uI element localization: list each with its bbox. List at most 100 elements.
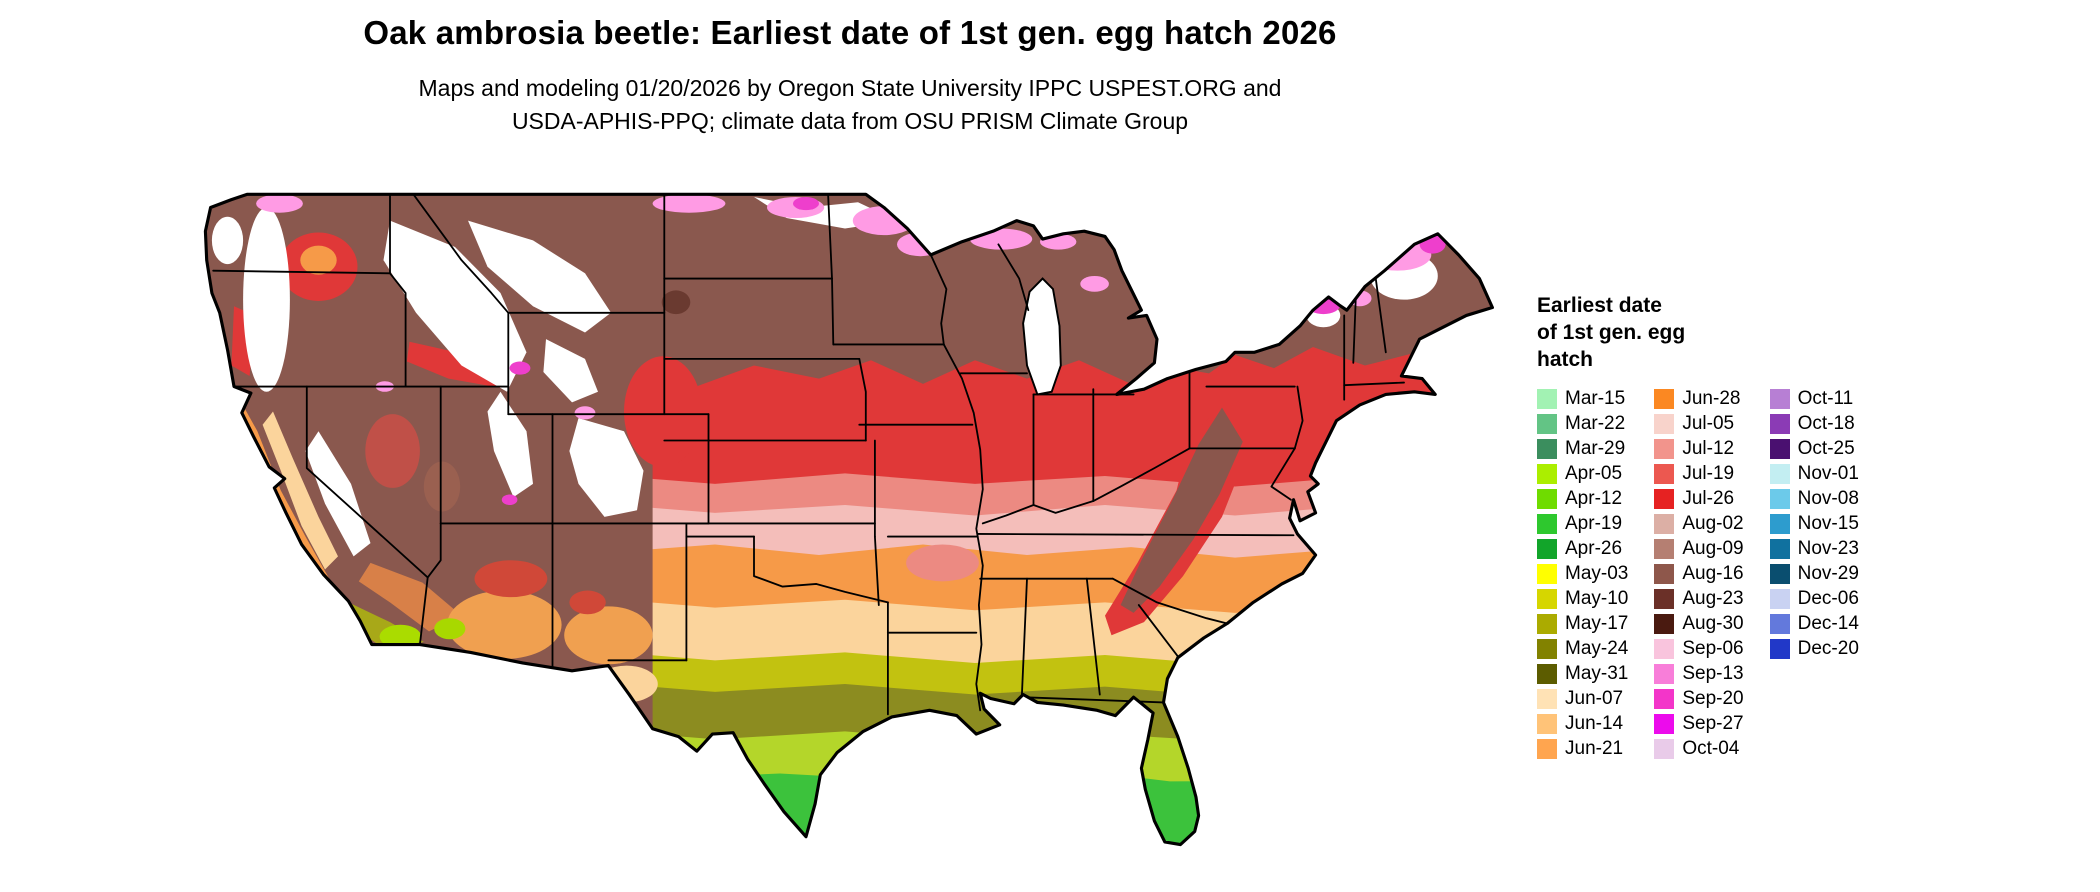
nevada-patch-1: [365, 414, 420, 488]
legend-column: Mar-15 Mar-22 Mar-29 Apr-05 Apr-12 Apr-19 Apr-…: [1537, 386, 1628, 761]
legend-row: Jul-19: [1654, 461, 1743, 486]
us-outline: [203, 192, 1494, 847]
map-fill-layers: [205, 194, 1493, 845]
legend-row: Dec-06: [1769, 586, 1859, 611]
legend-swatch: [1537, 388, 1557, 409]
legend-label: Aug-23: [1682, 587, 1744, 609]
legend-swatch: [1654, 413, 1675, 434]
legend-row: Oct-25: [1769, 436, 1859, 461]
legend-swatch: [1654, 563, 1675, 584]
legend-row: Aug-16: [1654, 561, 1744, 586]
legend-row: Sep-06: [1654, 636, 1744, 661]
legend-swatch: [1537, 688, 1557, 709]
subtitle-line-1: Maps and modeling 01/20/2026 by Oregon S…: [418, 75, 1282, 101]
legend-label: Nov-01: [1797, 462, 1859, 484]
legend-swatch: [1654, 513, 1675, 534]
legend-row: Mar-15: [1537, 386, 1628, 411]
legend-label: Mar-22: [1565, 412, 1626, 434]
legend-row: May-03: [1537, 561, 1628, 586]
band-apr-green: [205, 770, 1493, 845]
legend-row: Oct-11: [1769, 386, 1859, 411]
legend-row: Sep-20: [1654, 686, 1744, 711]
page-title: Oak ambrosia beetle: Earliest date of 1s…: [363, 14, 1337, 51]
legend-label: Oct-18: [1797, 412, 1855, 434]
legend-label: May-03: [1565, 562, 1629, 584]
legend-label: Apr-12: [1565, 487, 1623, 509]
legend-swatch: [1769, 513, 1790, 534]
legend-swatch: [1769, 388, 1790, 409]
legend-swatch: [1654, 613, 1675, 634]
legend-row: May-10: [1537, 586, 1628, 611]
legend-label: Sep-13: [1682, 662, 1744, 684]
map-legend: Earliest date of 1st gen. egg hatch Mar-…: [1537, 292, 2077, 761]
legend-label: Nov-08: [1797, 487, 1859, 509]
legend-label: Sep-27: [1682, 712, 1744, 734]
elpaso-tan: [595, 665, 658, 703]
legend-label: Oct-25: [1797, 437, 1855, 459]
legend-label: May-10: [1565, 587, 1629, 609]
legend-label: Jul-12: [1682, 437, 1735, 459]
legend-row: Aug-09: [1654, 536, 1744, 561]
legend-row: May-17: [1537, 611, 1628, 636]
legend-label: Aug-30: [1682, 612, 1744, 634]
legend-swatch: [1537, 488, 1557, 509]
legend-row: Jun-21: [1537, 736, 1628, 761]
legend-swatch: [1654, 438, 1675, 459]
map-header: Oak ambrosia beetle: Earliest date of 1s…: [0, 14, 1700, 138]
legend-swatch: [1654, 738, 1675, 759]
legend-label: May-24: [1565, 637, 1629, 659]
legend-label: Jun-21: [1565, 737, 1624, 759]
subtitle-line-2: USDA-APHIS-PPQ; climate data from OSU PR…: [511, 108, 1189, 134]
legend-row: Jul-26: [1654, 486, 1743, 511]
black-hills-dark: [661, 290, 691, 315]
legend-swatch: [1537, 663, 1557, 684]
appalachian-brown: [1120, 407, 1243, 613]
ozark-patch: [906, 544, 979, 582]
legend-row: Aug-23: [1654, 586, 1744, 611]
legend-row: Apr-05: [1537, 461, 1628, 486]
legend-label: Dec-14: [1797, 612, 1859, 634]
legend-row: Aug-30: [1654, 611, 1744, 636]
legend-column: Oct-11 Oct-18 Oct-25 Nov-01 Nov-08 Nov-15 Nov-…: [1769, 386, 1859, 761]
s-arizona-orange: [447, 590, 562, 660]
legend-row: Nov-01: [1769, 461, 1859, 486]
legend-swatch: [1769, 638, 1790, 659]
legend-swatch: [1537, 613, 1557, 634]
columbia-basin-orange: [300, 245, 337, 275]
legend-row: Dec-14: [1769, 611, 1859, 636]
legend-swatch: [1537, 713, 1557, 734]
legend-swatch: [1654, 588, 1675, 609]
legend-swatch: [1537, 738, 1557, 759]
legend-swatch: [1537, 438, 1557, 459]
legend-row: Nov-15: [1769, 511, 1859, 536]
legend-swatch: [1769, 588, 1790, 609]
legend-swatch: [1537, 588, 1557, 609]
legend-row: Nov-23: [1769, 536, 1859, 561]
legend-swatch: [1769, 538, 1790, 559]
legend-row: Jun-28: [1654, 386, 1743, 411]
legend-label: Sep-06: [1682, 637, 1744, 659]
state-borders: [212, 194, 1405, 716]
legend-swatch: [1537, 638, 1557, 659]
legend-title-line-3: hatch: [1537, 348, 1594, 371]
legend-row: Sep-13: [1654, 661, 1744, 686]
band-may-darkyellow: [205, 647, 1493, 845]
legend-label: Jun-28: [1682, 387, 1741, 409]
legend-label: Jun-07: [1565, 687, 1624, 709]
lake-michigan: [1022, 277, 1062, 396]
legend-swatch: [1537, 463, 1557, 484]
legend-row: Aug-02: [1654, 511, 1744, 536]
legend-column: Jun-28 Jul-05 Jul-12 Jul-19 Jul-26 Aug-02 Aug-…: [1654, 386, 1744, 761]
legend-swatch: [1769, 488, 1790, 509]
legend-swatch: [1654, 663, 1675, 684]
arizona-red: [474, 560, 548, 598]
legend-swatch: [1654, 688, 1675, 709]
legend-swatch: [1654, 538, 1675, 559]
newmexico-red: [569, 590, 606, 615]
legend-swatch: [1769, 413, 1790, 434]
legend-row: Apr-19: [1537, 511, 1628, 536]
legend-row: Nov-29: [1769, 561, 1859, 586]
legend-label: Apr-19: [1565, 512, 1623, 534]
us-map-svg: [203, 192, 1494, 847]
legend-row: Oct-04: [1654, 736, 1743, 761]
